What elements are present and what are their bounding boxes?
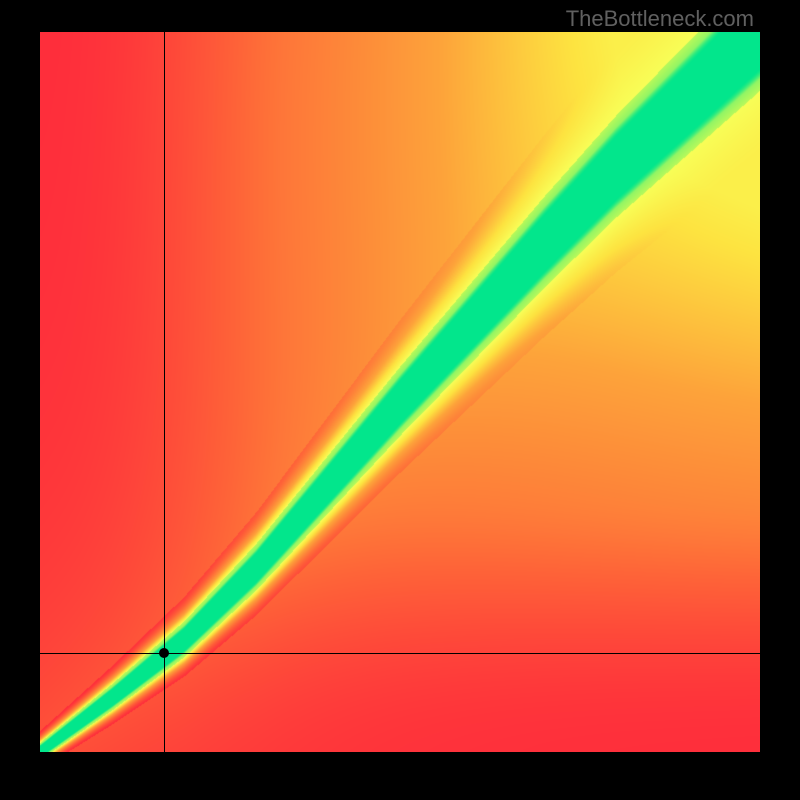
marker-dot (159, 648, 169, 658)
crosshair-horizontal (40, 653, 760, 654)
heatmap-canvas (40, 32, 760, 752)
watermark-text: TheBottleneck.com (566, 6, 754, 32)
plot-area (40, 32, 760, 752)
crosshair-vertical (164, 32, 165, 752)
root-container: TheBottleneck.com (0, 0, 800, 800)
